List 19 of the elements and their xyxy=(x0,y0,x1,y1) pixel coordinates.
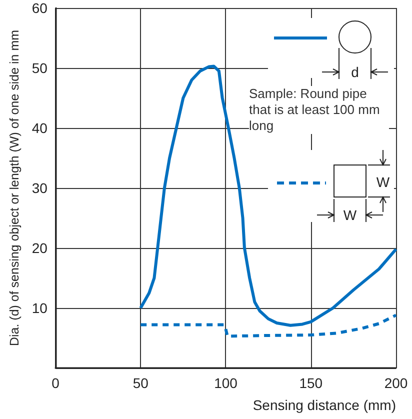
x-axis-title: Sensing distance (mm) xyxy=(252,397,396,413)
annotation: Sample: Round pipe that is at least 100 mm long xyxy=(249,86,389,134)
x-tick-label: 200 xyxy=(384,375,408,391)
annotation: d xyxy=(351,64,359,80)
annotation: W xyxy=(343,207,358,223)
y-tick-label: 40 xyxy=(32,120,48,136)
y-tick-label: 60 xyxy=(32,0,48,16)
annotation: W xyxy=(376,174,390,190)
y-tick-label: 20 xyxy=(32,240,48,256)
x-tick-label: 150 xyxy=(299,375,323,391)
y-tick-label: 30 xyxy=(32,180,48,196)
line-series xyxy=(139,64,398,327)
x-tick-label: 0 xyxy=(52,375,60,391)
x-tick-label: 50 xyxy=(132,375,149,391)
y-tick-label: 50 xyxy=(32,60,48,76)
x-tick-label: 100 xyxy=(214,375,238,391)
y-axis-title: Dia. (d) of sensing object or length (W) of one side in mm xyxy=(8,30,22,346)
line-series xyxy=(139,314,398,338)
y-tick-label: 10 xyxy=(32,300,48,316)
